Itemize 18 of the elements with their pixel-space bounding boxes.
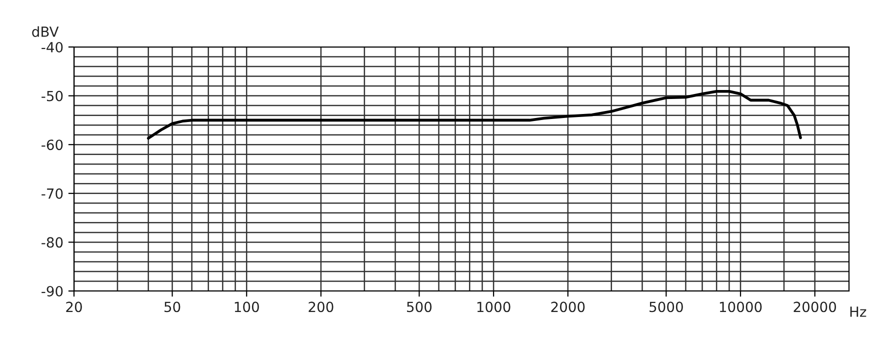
x-tick-label: 20: [66, 302, 82, 312]
y-tick-label: -90: [42, 286, 63, 296]
x-tick-label: 500: [407, 302, 432, 312]
y-tick-label: -80: [42, 237, 63, 248]
y-axis-title: dBV: [32, 26, 59, 37]
x-tick-label: 200: [308, 302, 334, 312]
x-tick-label: 2000: [551, 302, 585, 312]
x-tick-label: 1000: [477, 302, 510, 312]
y-tick-label: -50: [42, 90, 63, 102]
y-tick-label: -40: [42, 42, 63, 52]
x-tick-label: 50: [164, 302, 180, 312]
x-tick-label: 10000: [720, 302, 762, 312]
x-axis-title: Hz: [850, 306, 866, 317]
y-tick-label: -70: [42, 188, 63, 199]
y-tick-label: -60: [42, 140, 63, 150]
x-tick-label: 5000: [650, 302, 683, 312]
x-tick-label: 100: [234, 302, 259, 312]
x-tick-label: 20000: [794, 302, 836, 312]
